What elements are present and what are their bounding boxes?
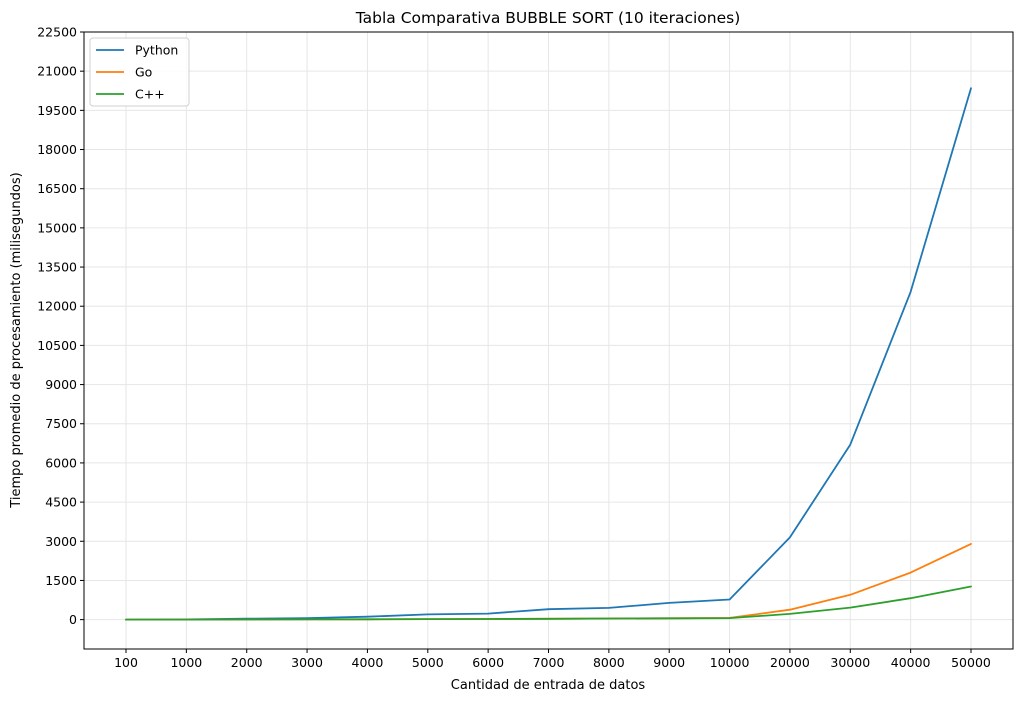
x-tick-label: 30000 bbox=[830, 655, 870, 670]
y-axis-label: Tiempo promedio de procesamiento (milise… bbox=[9, 172, 24, 508]
x-tick-label: 10000 bbox=[710, 655, 750, 670]
chart-title: Tabla Comparativa BUBBLE SORT (10 iterac… bbox=[355, 9, 741, 27]
legend-label: C++ bbox=[135, 87, 165, 102]
grid bbox=[84, 31, 1013, 649]
x-tick-label: 8000 bbox=[593, 655, 625, 670]
series-line-python bbox=[125, 87, 972, 621]
x-tick-label: 9000 bbox=[653, 655, 685, 670]
y-tick-label: 1500 bbox=[45, 573, 77, 588]
legend-label: Python bbox=[135, 43, 178, 58]
y-tick-label: 15000 bbox=[37, 220, 77, 235]
x-tick-label: 50000 bbox=[951, 655, 991, 670]
x-tick-label: 5000 bbox=[412, 655, 444, 670]
y-tick-label: 18000 bbox=[37, 142, 77, 157]
y-tick-label: 21000 bbox=[37, 64, 77, 79]
y-tick-label: 12000 bbox=[37, 299, 77, 314]
x-tick-label: 3000 bbox=[291, 655, 323, 670]
x-axis: 100 1000 2000 3000 4000 5000 6000 7000 8000 9000 1… bbox=[114, 649, 991, 670]
x-tick-label: 40000 bbox=[891, 655, 931, 670]
series-layer bbox=[125, 87, 972, 621]
x-tick-label: 2000 bbox=[231, 655, 263, 670]
x-tick-label: 7000 bbox=[533, 655, 565, 670]
series-line-c bbox=[125, 585, 972, 621]
y-tick-label: 7500 bbox=[45, 416, 77, 431]
y-tick-label: 10500 bbox=[37, 338, 77, 353]
y-axis: 0 1500 3000 4500 6000 7500 9000 10500 12000 13500… bbox=[37, 25, 84, 627]
y-tick-label: 13500 bbox=[37, 260, 77, 275]
legend-box bbox=[89, 37, 190, 107]
y-tick-label: 4500 bbox=[45, 495, 77, 510]
y-tick-label: 19500 bbox=[37, 103, 77, 118]
x-tick-label: 1000 bbox=[170, 655, 202, 670]
y-tick-label: 9000 bbox=[45, 377, 77, 392]
y-tick-label: 3000 bbox=[45, 534, 77, 549]
x-tick-label: 4000 bbox=[352, 655, 384, 670]
y-tick-label: 0 bbox=[69, 612, 77, 627]
y-tick-label: 22500 bbox=[37, 25, 77, 40]
legend: Python Go C++ bbox=[89, 37, 190, 107]
y-tick-label: 6000 bbox=[45, 455, 77, 470]
x-tick-label: 100 bbox=[114, 655, 138, 670]
legend-label: Go bbox=[135, 65, 152, 80]
x-axis-label: Cantidad de entrada de datos bbox=[451, 678, 646, 693]
x-tick-label: 6000 bbox=[472, 655, 504, 670]
y-tick-label: 16500 bbox=[37, 181, 77, 196]
x-tick-label: 20000 bbox=[770, 655, 810, 670]
